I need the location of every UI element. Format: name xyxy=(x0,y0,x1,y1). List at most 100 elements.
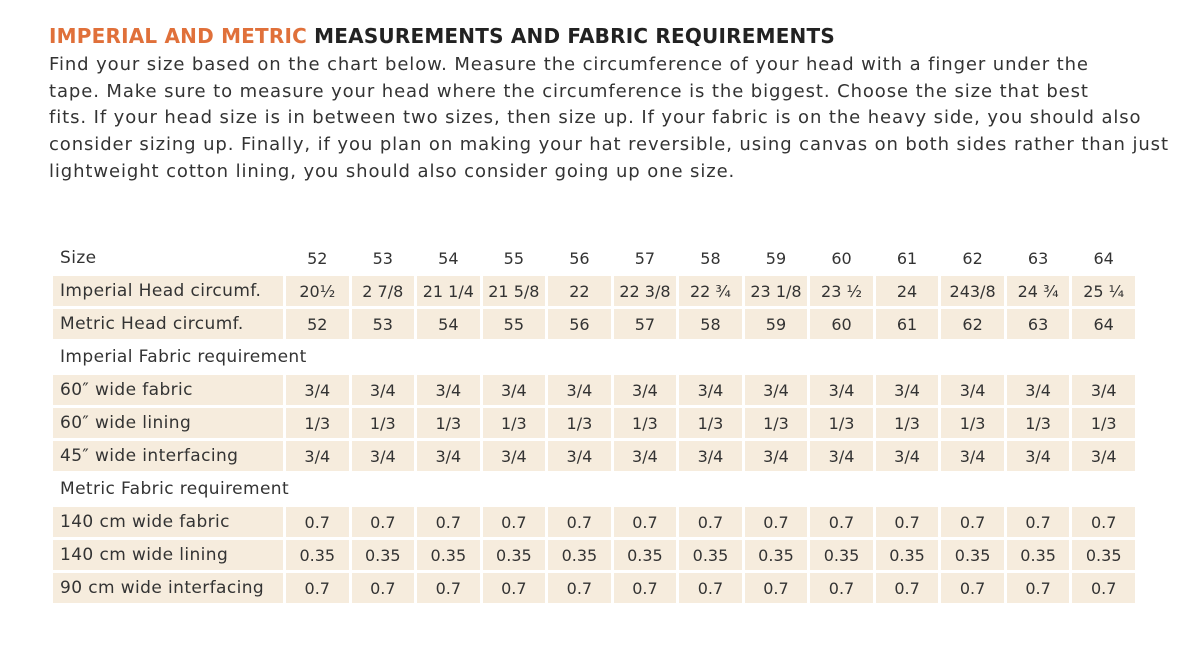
cell: 0.35 xyxy=(744,540,808,570)
cell: 1/3 xyxy=(875,408,939,438)
section-row: Metric Fabric requirement xyxy=(53,474,1135,504)
cell: 22 ¾ xyxy=(679,276,742,306)
cell: 0.7 xyxy=(875,573,939,603)
cell: 0.35 xyxy=(482,540,546,570)
cell: 3/4 xyxy=(417,441,480,471)
cell: 56 xyxy=(569,248,590,268)
cell: 0.7 xyxy=(613,573,677,603)
cell: 0.35 xyxy=(810,540,873,570)
row-label: 60″ wide lining xyxy=(53,408,283,438)
cell: 1/3 xyxy=(1072,408,1135,438)
cell: 0.7 xyxy=(417,507,480,537)
row-label: 90 cm wide interfacing xyxy=(53,573,283,603)
section-label: Metric Fabric requirement xyxy=(53,474,1135,504)
cell: 3/4 xyxy=(679,441,742,471)
cell: 3/4 xyxy=(482,441,546,471)
cell: 0.7 xyxy=(286,507,349,537)
cell: 54 xyxy=(417,309,480,339)
row-label: 140 cm wide lining xyxy=(53,540,283,570)
cell: 0.7 xyxy=(744,573,808,603)
cell: 53 xyxy=(372,248,393,268)
cell: 59 xyxy=(765,248,787,268)
cell: 3/4 xyxy=(810,375,873,405)
cell: 0.7 xyxy=(482,573,546,603)
cell: 23 ½ xyxy=(810,276,873,306)
data-row: 140 cm wide lining 0.35 0.35 0.35 0.35 0.35 0.… xyxy=(53,540,1135,570)
data-row: 140 cm wide fabric 0.7 0.7 0.7 0.7 0.7 0.7 0.7 0… xyxy=(53,507,1135,537)
row-label: Metric Head circumf. xyxy=(53,309,283,339)
cell: 0.35 xyxy=(875,540,939,570)
cell: 3/4 xyxy=(1006,375,1070,405)
cell: 1/3 xyxy=(351,408,415,438)
cell: 3/4 xyxy=(875,441,939,471)
cell: 0.7 xyxy=(351,507,415,537)
cell: 57 xyxy=(634,248,656,268)
cell: 3/4 xyxy=(286,375,349,405)
row-label: 60″ wide fabric xyxy=(53,375,283,405)
cell: 25 ¼ xyxy=(1072,276,1135,306)
cell: 1/3 xyxy=(744,408,808,438)
data-row: 60″ wide fabric 3/4 3/4 3/4 3/4 3/4 3/4 3/4 3/4 3… xyxy=(53,375,1135,405)
cell: 1/3 xyxy=(286,408,349,438)
cell: 0.7 xyxy=(941,507,1004,537)
cell: 61 xyxy=(896,248,918,268)
cell: 1/3 xyxy=(613,408,677,438)
cell: 64 xyxy=(1072,309,1135,339)
cell: 0.7 xyxy=(548,573,611,603)
cell: 63 xyxy=(1006,309,1070,339)
cell: 62 xyxy=(941,309,1004,339)
intro-line: tape. Make sure to measure your head whe… xyxy=(49,80,1089,102)
cell: 0.7 xyxy=(613,507,677,537)
section-row: Imperial Fabric requirement xyxy=(53,342,1135,372)
cell: 1/3 xyxy=(810,408,873,438)
cell: 55 xyxy=(482,309,546,339)
cell: 0.7 xyxy=(941,573,1004,603)
cell: 22 xyxy=(548,276,611,306)
cell: 0.35 xyxy=(613,540,677,570)
cell: 0.7 xyxy=(482,507,546,537)
cell: 0.35 xyxy=(417,540,480,570)
intro-line: Find your size based on the chart below.… xyxy=(49,54,1089,75)
intro-line: fits. If your head size is in between tw… xyxy=(49,107,1142,129)
cell: 0.35 xyxy=(941,540,1004,570)
cell: 62 xyxy=(962,248,983,268)
cell: 3/4 xyxy=(679,375,742,405)
cell: 59 xyxy=(744,309,808,339)
data-row: Imperial Head circumf. 20½ 2 7/8 21 1/4 21 5… xyxy=(53,276,1135,306)
cell: 1/3 xyxy=(679,408,742,438)
cell: 3/4 xyxy=(613,441,677,471)
cell: 55 xyxy=(503,248,525,268)
cell: 0.7 xyxy=(1072,573,1135,603)
cell: 3/4 xyxy=(417,375,480,405)
cell: 2 7/8 xyxy=(351,276,415,306)
row-label: 140 cm wide fabric xyxy=(53,507,283,537)
heading-accent: IMPERIAL AND METRIC xyxy=(49,24,307,48)
cell: 0.7 xyxy=(417,573,480,603)
cell: 0.7 xyxy=(875,507,939,537)
cell: 0.7 xyxy=(548,507,611,537)
cell: 52 xyxy=(286,309,349,339)
cell: 0.35 xyxy=(679,540,742,570)
cell: 3/4 xyxy=(482,375,546,405)
section-label: Imperial Fabric requirement xyxy=(53,342,1135,372)
cell: 3/4 xyxy=(548,375,611,405)
cell: 0.7 xyxy=(286,573,349,603)
data-row: 60″ wide lining 1/3 1/3 1/3 1/3 1/3 1/3 1/3 1/3 1… xyxy=(53,408,1135,438)
cell: 24 ¾ xyxy=(1006,276,1070,306)
cell: 54 xyxy=(438,248,459,268)
cell: 3/4 xyxy=(351,441,415,471)
cell: 0.7 xyxy=(810,507,873,537)
cell: 3/4 xyxy=(613,375,677,405)
cell: 3/4 xyxy=(1072,375,1135,405)
cell: 3/4 xyxy=(1072,441,1135,471)
heading-rest: MEASUREMENTS AND FABRIC REQUIREMENTS xyxy=(314,24,835,48)
cell: 60 xyxy=(831,248,852,268)
cell: 3/4 xyxy=(941,375,1004,405)
cell: 1/3 xyxy=(1006,408,1070,438)
cell: 56 xyxy=(548,309,611,339)
cell: 21 5/8 xyxy=(482,276,546,306)
cell: 1/3 xyxy=(417,408,480,438)
cell: 61 xyxy=(875,309,939,339)
heading: IMPERIAL AND METRIC MEASUREMENTS AND FAB… xyxy=(49,24,835,48)
